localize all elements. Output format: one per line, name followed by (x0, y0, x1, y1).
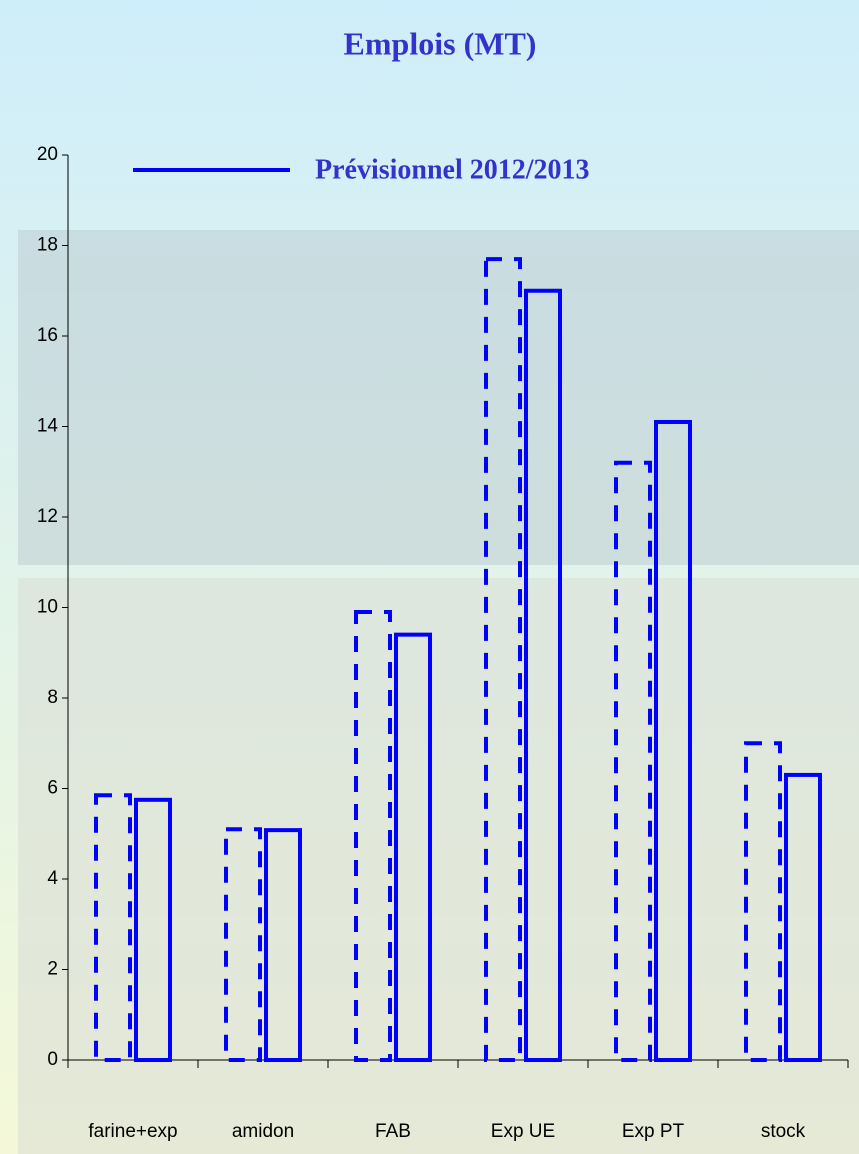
bar (524, 288, 562, 1062)
x-tick-label: amidon (232, 1121, 294, 1142)
y-tick-label: 18 (37, 235, 58, 256)
x-tick-label: FAB (375, 1121, 411, 1142)
bar (354, 610, 392, 1063)
x-tick-label: Exp UE (491, 1121, 555, 1142)
y-tick-label: 4 (47, 868, 58, 889)
y-tick-label: 10 (37, 597, 58, 618)
bar (394, 632, 432, 1063)
bar (94, 793, 132, 1062)
bar (784, 772, 822, 1062)
y-tick-label: 16 (37, 325, 58, 346)
bar (744, 741, 782, 1062)
y-tick-label: 20 (37, 144, 58, 165)
bar (654, 419, 692, 1063)
bar (264, 828, 302, 1062)
bar (484, 257, 522, 1062)
photo-silo (18, 578, 859, 1154)
bar (614, 460, 652, 1062)
bar (134, 797, 172, 1062)
y-tick-label: 2 (47, 959, 58, 980)
x-tick-label: stock (761, 1121, 806, 1142)
y-tick-label: 8 (47, 687, 58, 708)
photo-ship (18, 230, 859, 565)
y-tick-label: 14 (37, 416, 59, 437)
y-tick-label: 12 (37, 506, 58, 527)
y-tick-label: 6 (47, 778, 58, 799)
y-tick-label: 0 (47, 1049, 58, 1070)
bar (224, 827, 262, 1062)
legend-label: Prévisionnel 2012/2013 (315, 154, 590, 185)
x-tick-label: Exp PT (622, 1121, 685, 1142)
chart-title: Emplois (MT) (344, 25, 537, 61)
x-tick-label: farine+exp (88, 1121, 177, 1142)
